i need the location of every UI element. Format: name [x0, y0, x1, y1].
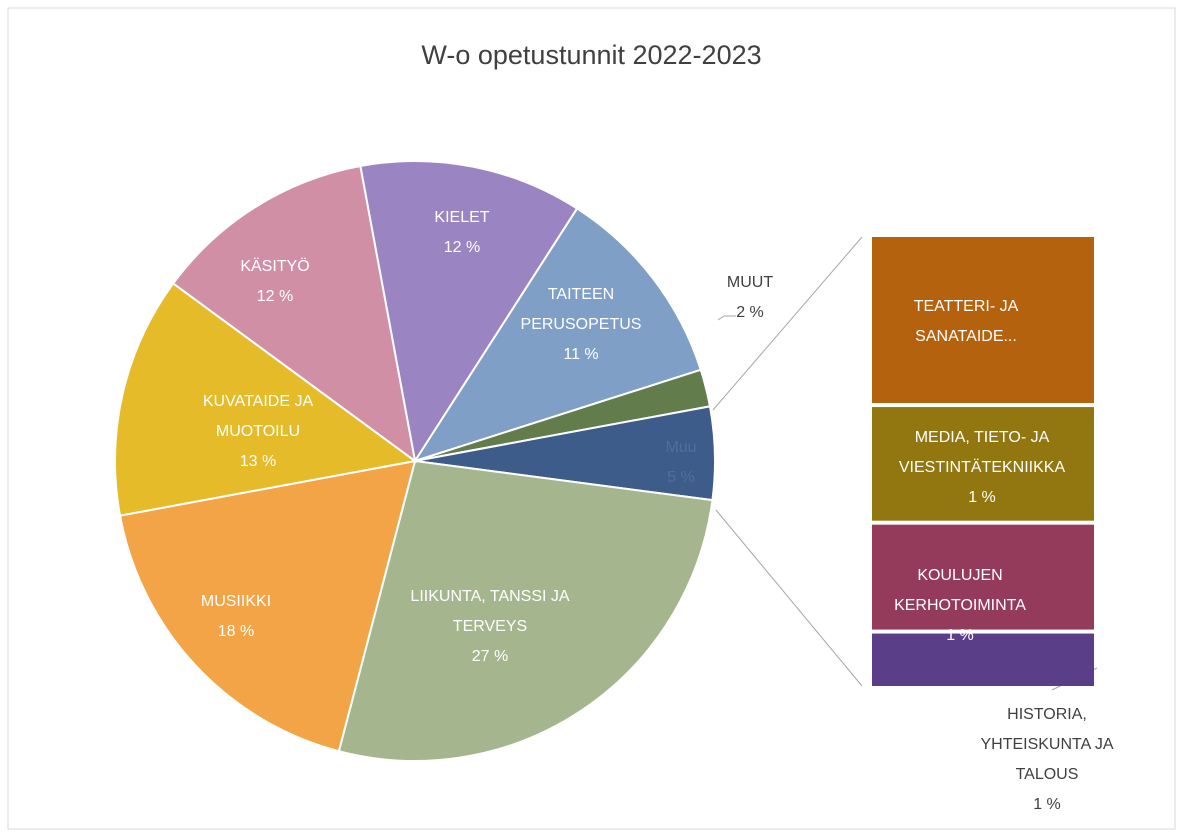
connector: [715, 509, 863, 687]
label-value: 11 %: [563, 346, 599, 363]
label-value: 18 %: [217, 623, 255, 640]
label-value: 1 %: [968, 489, 996, 506]
data-label: MUSIIKKI 18 %: [176, 587, 296, 647]
data-label: MUUT 2 %: [710, 268, 790, 328]
label-name: KUVATAIDE JA MUOTOILU: [202, 393, 314, 440]
bar-segment: [872, 407, 1094, 521]
data-label: Muu 5 %: [641, 433, 721, 493]
pie-slice: [118, 459, 417, 753]
data-label: TEATTERI- JA SANATAIDE...: [891, 292, 1041, 352]
label-name: HISTORIA, YHTEISKUNTA JA TALOUS: [980, 706, 1114, 783]
chart-border: [7, 7, 1176, 830]
data-label: MEDIA, TIETO- JA VIESTINTÄTEKNIIKKA 1 %: [867, 423, 1097, 513]
connector: [712, 236, 863, 411]
data-label: KÄSITYÖ 12 %: [215, 252, 335, 312]
label-name: TAITEEN PERUSOPETUS: [520, 286, 642, 333]
label-name: MUSIIKKI: [200, 593, 272, 610]
data-label: KIELET 12 %: [402, 203, 522, 263]
pie-slice: [337, 459, 714, 762]
label-value: 5 %: [667, 469, 695, 486]
pie-slice: [114, 281, 418, 517]
data-label: LIIKUNTA, TANSSI JA TERVEYS 27 %: [385, 582, 595, 672]
label-value: 12 %: [443, 239, 481, 256]
label-name: TEATTERI- JA SANATAIDE...: [913, 298, 1019, 345]
bar-segment: [872, 237, 1094, 404]
label-name: MUUT: [726, 274, 774, 291]
pie-slice: [171, 164, 417, 464]
label-name: KIELET: [434, 209, 490, 226]
data-label: KUVATAIDE JA MUOTOILU 13 %: [168, 387, 348, 477]
data-label: KOULUJEN KERHOTOIMINTA 1 %: [865, 561, 1055, 651]
label-name: LIIKUNTA, TANSSI JA TERVEYS: [410, 588, 570, 635]
data-label: HISTORIA, YHTEISKUNTA JA TALOUS 1 %: [972, 700, 1122, 820]
label-value: 13 %: [239, 453, 277, 470]
label-value: 12 %: [256, 288, 294, 305]
data-label: TAITEEN PERUSOPETUS 11 %: [501, 280, 661, 370]
label-name: KOULUJEN KERHOTOIMINTA: [894, 567, 1026, 614]
label-name: MEDIA, TIETO- JA VIESTINTÄTEKNIIKKA: [898, 429, 1066, 476]
label-value: 1 %: [1033, 796, 1061, 813]
bar-segment: [872, 524, 1094, 630]
label-name: KÄSITYÖ: [240, 258, 310, 275]
leader-line: [717, 315, 736, 321]
pie-slice: [412, 207, 703, 463]
bar-segment: [872, 633, 1094, 686]
label-value: 1 %: [946, 627, 974, 644]
chart-title: W-o opetustunnit 2022-2023: [421, 40, 762, 70]
pie-slice: [359, 160, 579, 464]
label-name: Muu: [665, 439, 697, 456]
label-value: 2 %: [736, 304, 764, 321]
label-value: 27 %: [471, 648, 509, 665]
